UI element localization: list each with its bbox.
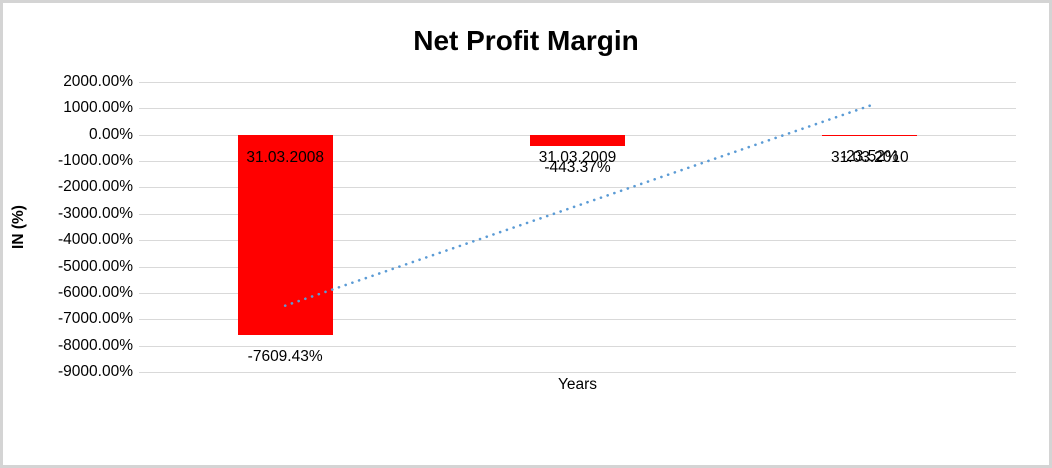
y-axis-tick-label: -4000.00%	[58, 231, 133, 249]
y-axis-tick-label: -6000.00%	[58, 283, 133, 301]
bar-31.03.2010	[822, 134, 918, 136]
value-label: -7609.43%	[247, 348, 323, 366]
gridline	[139, 372, 1016, 373]
y-axis-tick-label: -2000.00%	[58, 178, 133, 196]
chart-title: Net Profit Margin	[413, 25, 639, 56]
bar-31.03.2009	[530, 134, 625, 147]
value-label: -443.37%	[544, 159, 611, 177]
y-axis-tick-label: 0.00%	[89, 125, 133, 143]
y-axis-tick-label: -1000.00%	[58, 152, 133, 170]
y-axis-tick-label: -7000.00%	[58, 310, 133, 328]
value-label: -23.52%	[840, 148, 899, 166]
y-axis-tick-label: -3000.00%	[58, 204, 133, 222]
y-axis-tick-label: 1000.00%	[63, 99, 133, 117]
trendline	[283, 104, 872, 307]
gridline	[139, 319, 1016, 321]
category-label: 31.03.2009	[538, 148, 617, 166]
gridline	[139, 108, 1016, 110]
y-axis-tick-label: 2000.00%	[63, 73, 133, 90]
y-axis-tick-label: -9000.00%	[58, 363, 133, 380]
category-label: 31.03.2008	[246, 148, 324, 166]
category-label: 31.03.2010	[831, 148, 909, 166]
y-axis-tick-label: -5000.00%	[58, 257, 133, 275]
x-axis-title: Years	[557, 376, 598, 393]
gridline	[139, 82, 1016, 83]
y-axis-tick-label: -8000.00%	[58, 336, 133, 354]
gridline	[139, 345, 1016, 347]
